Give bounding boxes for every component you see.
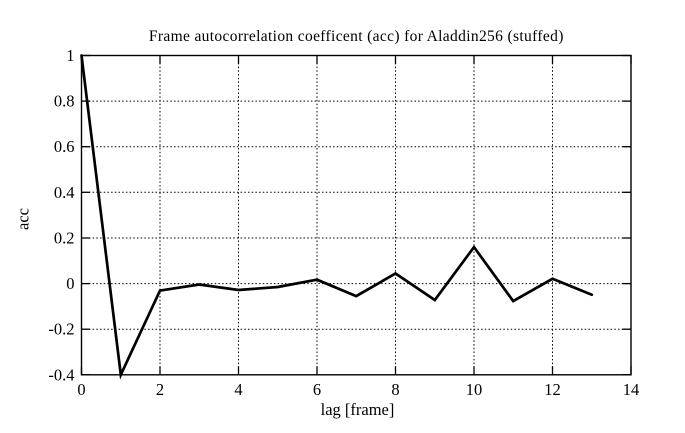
svg-text:0.6: 0.6 — [54, 137, 75, 156]
svg-text:2: 2 — [156, 380, 164, 399]
svg-text:8: 8 — [391, 380, 399, 399]
svg-text:0.4: 0.4 — [54, 183, 75, 202]
svg-text:0.8: 0.8 — [54, 92, 75, 111]
svg-text:14: 14 — [623, 380, 640, 399]
svg-text:-0.2: -0.2 — [48, 320, 74, 339]
svg-text:12: 12 — [544, 380, 561, 399]
svg-text:0.2: 0.2 — [54, 229, 75, 248]
svg-text:6: 6 — [313, 380, 321, 399]
svg-text:10: 10 — [466, 380, 483, 399]
svg-text:1: 1 — [66, 46, 74, 65]
svg-text:0: 0 — [77, 380, 85, 399]
svg-text:lag [frame]: lag [frame] — [321, 400, 395, 419]
svg-text:Frame autocorrelation coeffice: Frame autocorrelation coefficent (acc) f… — [149, 28, 564, 45]
svg-text:-0.4: -0.4 — [48, 365, 74, 384]
svg-text:0: 0 — [66, 274, 74, 293]
svg-text:4: 4 — [234, 380, 242, 399]
svg-text:acc: acc — [14, 208, 33, 230]
